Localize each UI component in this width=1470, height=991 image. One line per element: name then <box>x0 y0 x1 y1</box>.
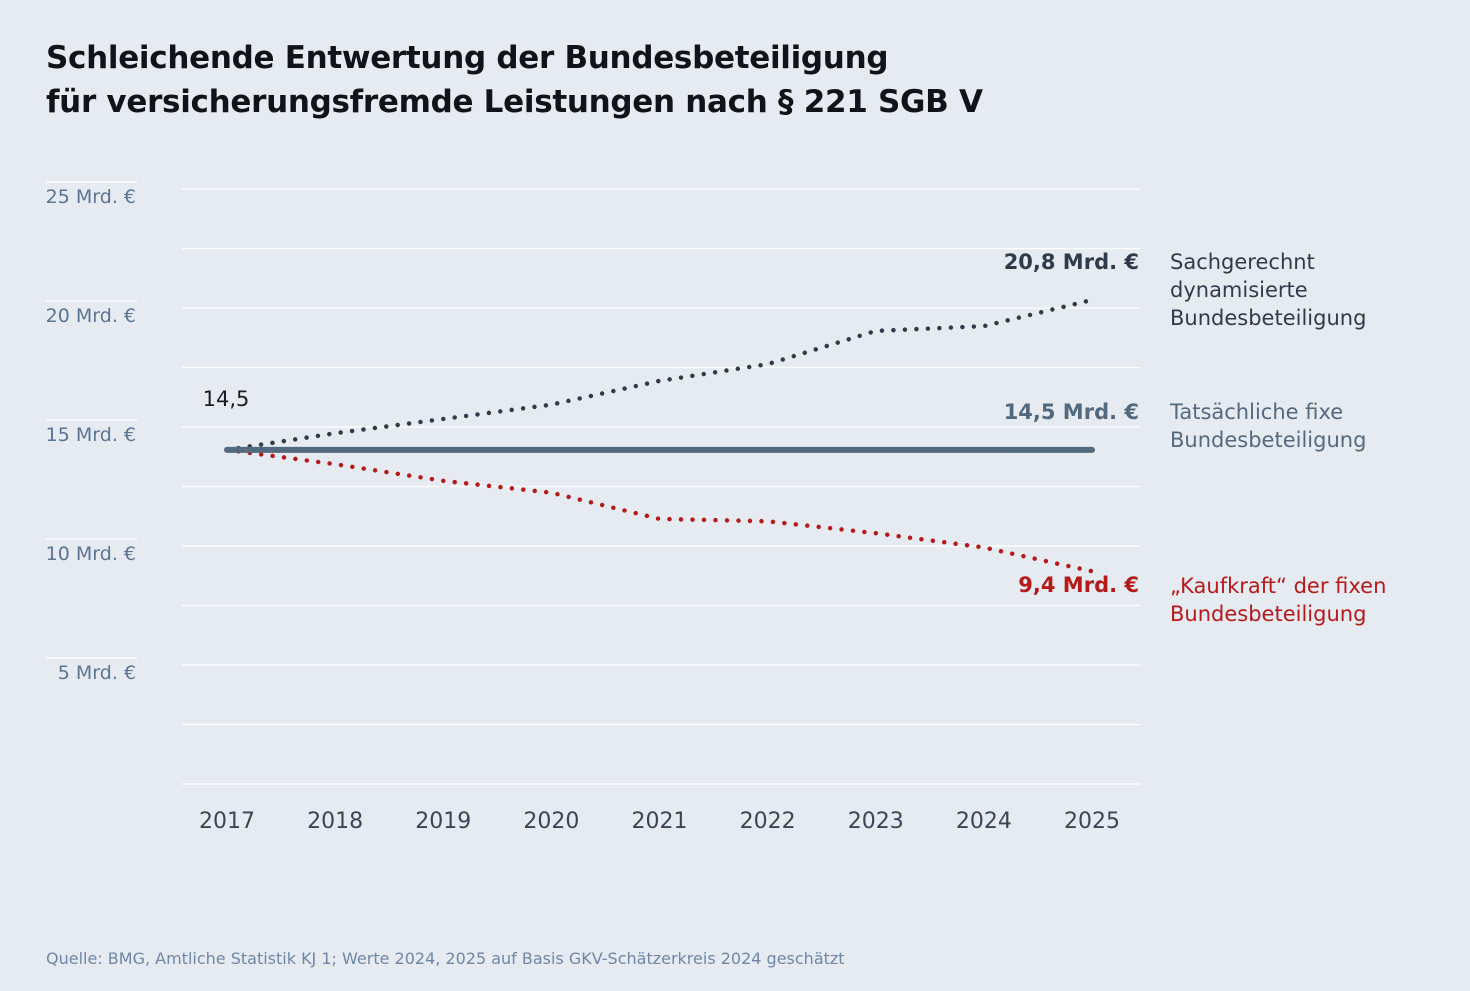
x-tick-label: 2021 <box>632 809 688 834</box>
end-value-label-purchasing: 9,4 Mrd. € <box>1018 573 1139 597</box>
y-tick-label: 10 Mrd. € <box>46 543 136 565</box>
source-note: Quelle: BMG, Amtliche Statistik KJ 1; We… <box>46 949 845 968</box>
legend-label-dynamic: dynamisierte <box>1170 278 1308 302</box>
y-tick-label: 25 Mrd. € <box>46 186 136 208</box>
legend-label-fixed: Bundesbeteiligung <box>1170 428 1366 452</box>
x-tick-label: 2024 <box>956 809 1012 834</box>
grid-lines <box>182 188 1140 785</box>
y-axis: 25 Mrd. € 20 Mrd. € 15 Mrd. € 10 Mrd. € 5 Mr… <box>46 181 137 684</box>
y-tick-label: 15 Mrd. € <box>46 424 136 446</box>
x-tick-label: 2020 <box>523 809 579 834</box>
end-value-label-fixed: 14,5 Mrd. € <box>1004 400 1139 424</box>
x-tick-label: 2019 <box>415 809 471 834</box>
chart-title-line-1: Schleichende Entwertung der Bundesbeteil… <box>46 40 889 76</box>
series-line-purchasing <box>224 447 1095 574</box>
start-value-label: 14,5 <box>203 387 250 411</box>
series-labels: 14,5 20,8 Mrd. € Sachgerechnt dynamisierte B… <box>203 250 1387 626</box>
x-tick-label: 2017 <box>199 809 255 834</box>
x-tick-label: 2025 <box>1064 809 1120 834</box>
chart-title-line-2: für versicherungsfremde Leistungen nach … <box>46 84 983 120</box>
x-tick-label: 2022 <box>740 809 796 834</box>
chart-title: Schleichende Entwertung der Bundesbeteil… <box>46 36 983 124</box>
x-tick-label: 2018 <box>307 809 363 834</box>
legend-label-purchasing: Bundesbeteiligung <box>1170 602 1366 626</box>
y-tick-label: 5 Mrd. € <box>58 662 136 684</box>
legend-label-dynamic: Sachgerechnt <box>1170 250 1315 274</box>
x-tick-label: 2023 <box>848 809 904 834</box>
series-lines <box>224 297 1095 574</box>
end-value-label-dynamic: 20,8 Mrd. € <box>1004 250 1139 274</box>
legend-label-dynamic: Bundesbeteiligung <box>1170 306 1366 330</box>
x-axis: 2017 2018 2019 2020 2021 2022 2023 2024 2025 <box>199 809 1120 834</box>
legend-label-fixed: Tatsächliche fixe <box>1169 400 1343 424</box>
legend-label-purchasing: „Kaufkraft“ der fixen <box>1170 574 1386 598</box>
y-tick-label: 20 Mrd. € <box>46 305 136 327</box>
